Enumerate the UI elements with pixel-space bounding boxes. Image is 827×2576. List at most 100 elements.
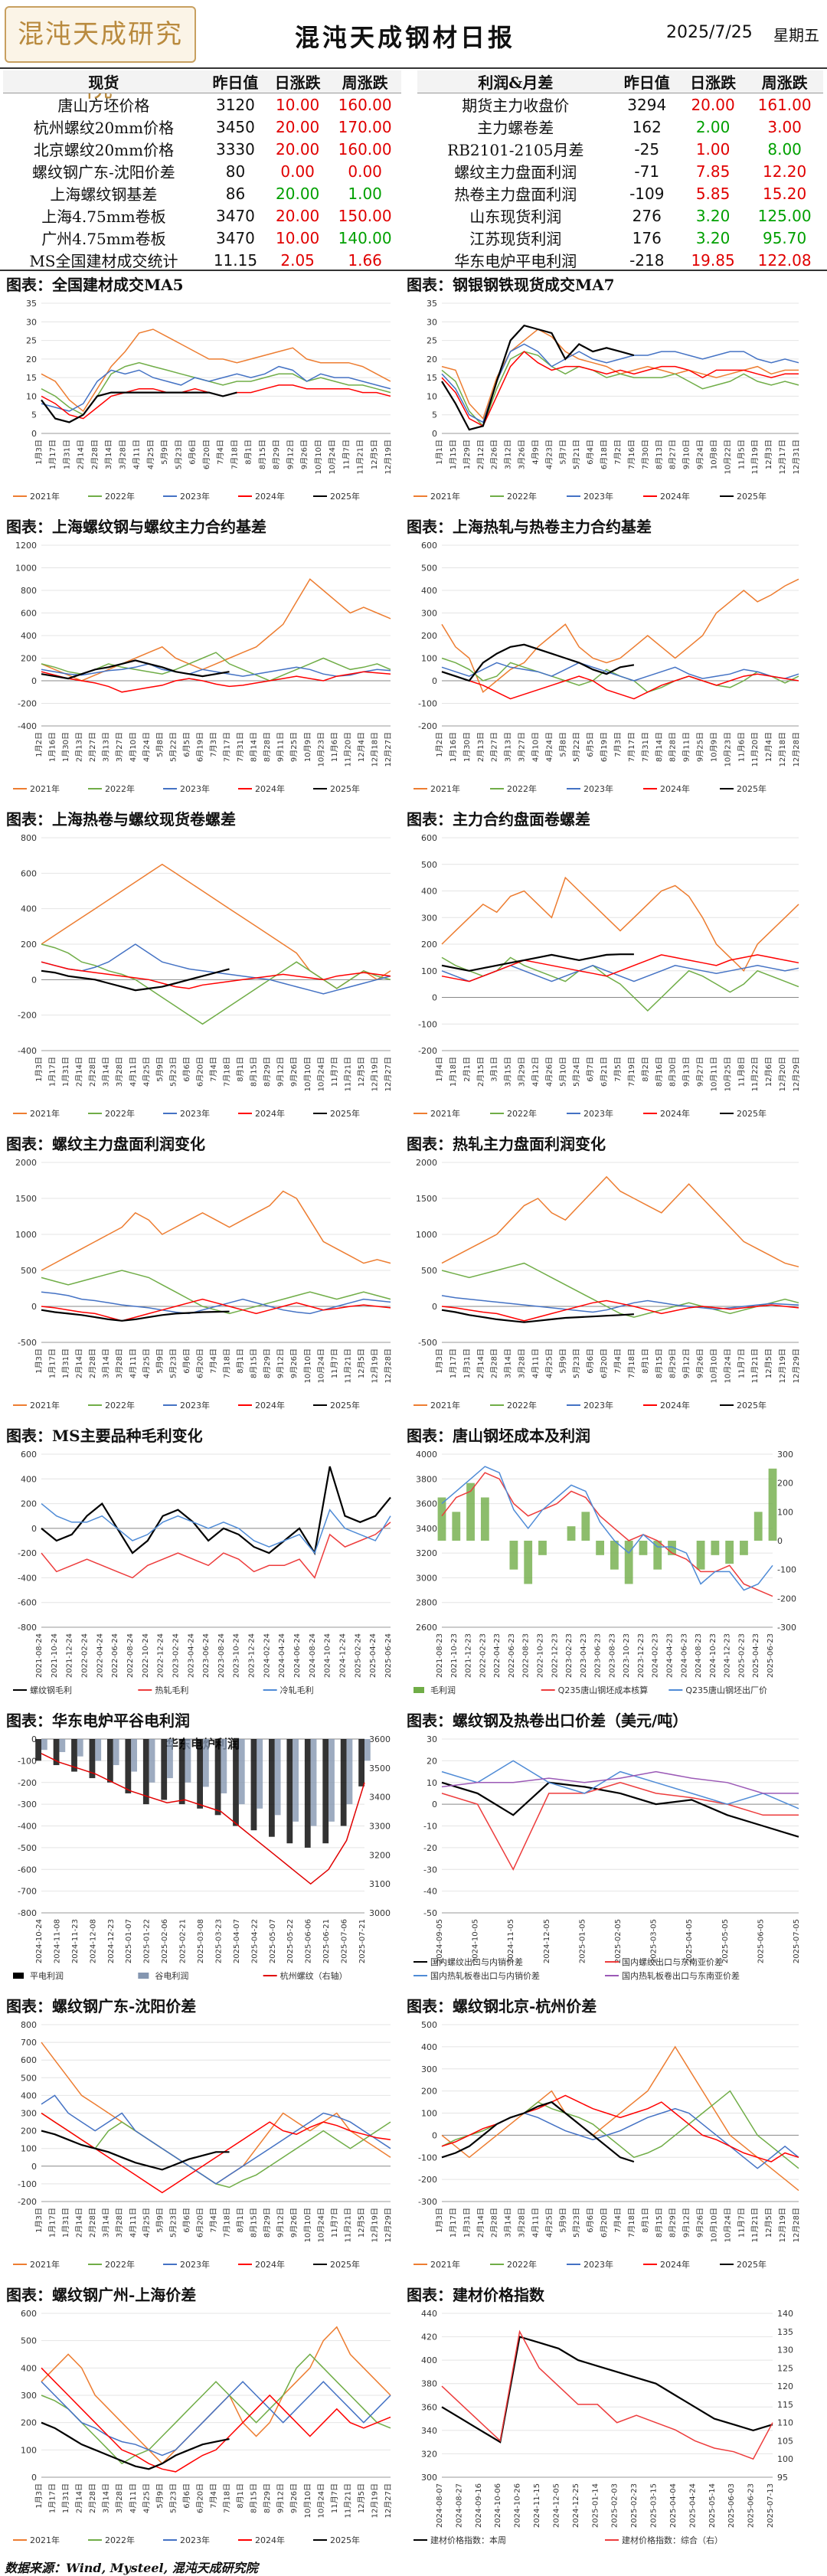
x-tick-label: 2024-02-24 — [263, 1633, 271, 1678]
y-tick-label: -500 — [18, 1338, 37, 1348]
column-header: 周涨跌 — [746, 70, 823, 93]
x-tick-label: 12月19日 — [778, 1348, 787, 1383]
x-tick-label: 4月11日 — [129, 2483, 138, 2513]
x-tick-label: 2023-04-24 — [187, 1633, 195, 1678]
row-value: 95.70 — [762, 228, 807, 247]
x-tick-label: 12月20日 — [778, 1057, 787, 1091]
x-tick-label: 2025-04-24 — [688, 2483, 697, 2528]
x-tick-label: 9月25日 — [696, 732, 705, 762]
y-tick-label: 30 — [427, 317, 437, 327]
y-tick-label: 320 — [421, 2449, 437, 2459]
bar-mark — [197, 1739, 203, 1809]
chart-panel: 图表：上海热卷与螺纹现货卷螺差 -400 -200 0 200 400 600 800 1月3日… — [2, 804, 407, 1129]
x-tick-label: 9月12日 — [276, 2208, 286, 2238]
x-tick-label: 2021-10-24 — [51, 1633, 59, 1678]
series-line — [441, 343, 799, 423]
legend-label: 2025年 — [330, 783, 360, 794]
x-tick-label: 3月28日 — [518, 1348, 527, 1378]
x-tick-label: 2025-02-24 — [354, 1633, 362, 1678]
y-tick-label: -40 — [423, 1887, 437, 1897]
y-tick-label: 3200 — [416, 1548, 437, 1558]
row-value: 19.85 — [691, 250, 735, 270]
y-tick-label: 420 — [421, 2332, 437, 2342]
x-tick-label: 5月22日 — [572, 732, 581, 762]
x-tick-label: 2月15日 — [476, 1057, 485, 1087]
table-row: 期货主力收盘价 3294 20.00 161.00 — [417, 93, 823, 116]
x-tick-label: 11月5日 — [737, 440, 746, 469]
chart-title: 图表：螺纹钢广东-沈阳价差 — [6, 1997, 197, 2015]
row-label: 山东现货利润 — [469, 208, 562, 226]
legend-label: 2023年 — [583, 491, 613, 502]
y-tick-label: 3600 — [416, 1499, 437, 1509]
y-tick-label: 4000 — [416, 1450, 437, 1460]
y-tick-label: -200 — [418, 1046, 437, 1056]
series-line — [41, 2421, 230, 2470]
y-tick-label: 800 — [21, 833, 37, 843]
row-value: 160.00 — [338, 139, 392, 159]
row-value: 160.00 — [338, 95, 392, 114]
x-tick-label: 1月31日 — [61, 2208, 70, 2238]
x-tick-label: 1月3日 — [34, 2483, 44, 2509]
y-tick-label: 0 — [31, 2162, 37, 2172]
y-tick-label: -200 — [418, 721, 437, 731]
y-tick-label: 200 — [21, 654, 37, 664]
x-tick-label: 7月18日 — [627, 1348, 636, 1378]
x-tick-label: 10月10日 — [709, 2208, 718, 2242]
x-tick-label: 5月9日 — [558, 2208, 567, 2233]
x-tick-label: 2024-12-25 — [572, 2483, 580, 2528]
chart-panel: 图表：螺纹钢及热卷出口价差（美元/吨） -50 -40 -30 -20 -10 0 10 20 3… — [402, 1705, 808, 1991]
bar-mark — [340, 1739, 347, 1826]
x-tick-label: 12月3日 — [764, 440, 773, 469]
row-value: 10.00 — [276, 95, 320, 114]
x-tick-label: 4月11日 — [129, 1057, 138, 1087]
x-tick-label: 1月4日 — [435, 1057, 444, 1082]
x-tick-label: 2025-06-05 — [757, 1919, 765, 1963]
y2-tick-label: 100 — [777, 2454, 793, 2464]
chart-svg: -50 -40 -30 -20 -10 0 10 20 30 2024-09-05 2024-10-… — [414, 1734, 801, 1981]
y-tick-label: 0 — [31, 676, 37, 686]
x-tick-label: 3月28日 — [118, 440, 127, 469]
y-tick-label: 200 — [421, 631, 437, 641]
x-tick-label: 8月15日 — [258, 440, 267, 469]
x-tick-label: 2025-05-05 — [721, 1919, 730, 1963]
y-tick-label: 3000 — [416, 1573, 437, 1583]
x-tick-label: 11月20日 — [750, 732, 760, 767]
x-tick-label: 2月28日 — [490, 1348, 499, 1378]
x-tick-label: 11月21日 — [343, 2483, 352, 2518]
x-tick-label: 2023-08-23 — [608, 1633, 616, 1678]
x-tick-label: 3月29日 — [518, 1057, 527, 1087]
table-row: 上海4.75mm卷板 3470 20.00 150.00 — [3, 204, 401, 227]
x-tick-label: 1月3日 — [34, 2208, 44, 2233]
chart-svg: 26002800300032003400360038004000-300-200… — [414, 1450, 796, 1695]
x-tick-label: 11月7日 — [342, 440, 351, 469]
x-tick-label: 4月25日 — [142, 2483, 151, 2513]
x-tick-label: 10月8日 — [709, 440, 718, 469]
profit-spread-table: 利润&月差 昨日值 日涨跌 周涨跌 期货主力收盘价 3294 20.00 161.00 主力螺卷… — [417, 70, 823, 271]
x-tick-label: 7月31日 — [236, 732, 245, 762]
x-tick-label: 2月27日 — [490, 732, 499, 762]
bar-mark — [35, 1739, 41, 1761]
x-tick-label: 2024-12-23 — [107, 1919, 116, 1963]
x-tick-label: 2024-09-16 — [475, 2483, 483, 2528]
legend-label: 2024年 — [660, 1108, 690, 1119]
x-tick-label: 6月6日 — [188, 440, 198, 465]
x-tick-label: 5月23日 — [168, 1057, 178, 1087]
y-tick-label: -700 — [18, 1887, 37, 1897]
x-tick-label: 2月14日 — [75, 1057, 84, 1087]
y-tick-label: -500 — [18, 1843, 37, 1853]
spot-price-table: 现货 昨日值 日涨跌 周涨跌 唐山方坯价格 3120 10.00 160.00 杭州螺纹20mm… — [3, 70, 401, 271]
x-tick-label: 2022-04-24 — [96, 1633, 104, 1678]
x-tick-label: 4月23日 — [544, 440, 554, 469]
x-tick-label: 2月14日 — [75, 2483, 84, 2513]
x-tick-label: 2月14日 — [476, 2208, 485, 2238]
series-line — [41, 1190, 391, 1271]
x-tick-label: 1月30日 — [61, 732, 70, 762]
y-tick-label: 30 — [427, 1734, 437, 1744]
y-tick-label: 5 — [432, 410, 437, 420]
chart-svg: 0 100 200 300 400 500 600 1月3日 1月17日 1月31日 2月14日 2月… — [13, 2309, 393, 2545]
row-value: 8.00 — [767, 139, 802, 159]
x-tick-label: 10月9日 — [709, 732, 718, 762]
x-tick-label: 11月7日 — [330, 1348, 339, 1378]
x-tick-label: 11月21日 — [343, 1057, 352, 1091]
x-tick-label: 9月26日 — [289, 1057, 299, 1087]
